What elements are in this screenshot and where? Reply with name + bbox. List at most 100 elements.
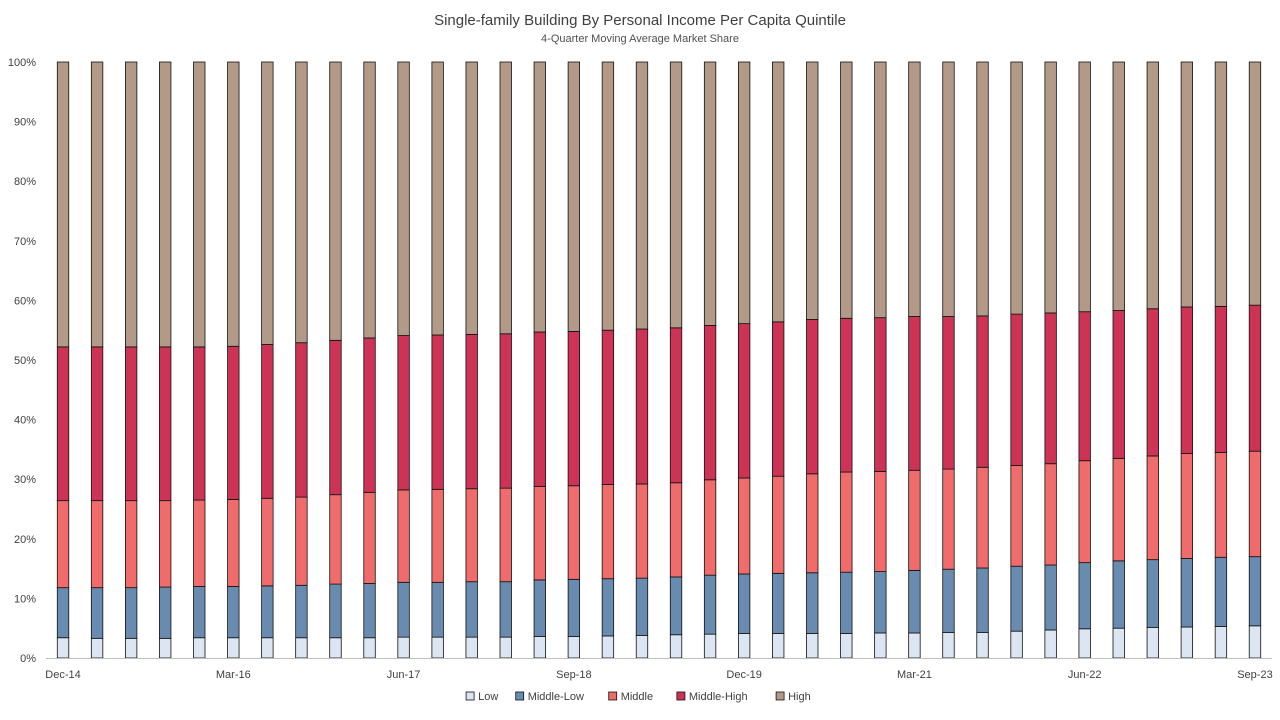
bar-segment (669, 327, 683, 484)
y-tick-label: 60% (14, 295, 36, 307)
bar-segment (159, 500, 172, 588)
bar-segment (942, 568, 955, 633)
bar-segment (567, 330, 581, 487)
bar-segment (499, 581, 512, 638)
legend-swatch (775, 691, 785, 701)
bar-segment (329, 61, 342, 341)
bar-segment (874, 317, 887, 472)
bar-stack (635, 61, 649, 659)
x-tick-label: Mar-21 (897, 669, 932, 681)
bar-segment (465, 636, 478, 659)
bar-segment (1044, 463, 1057, 566)
bar-segment (806, 319, 819, 475)
bar-stack (908, 61, 921, 659)
bar-segment (227, 345, 240, 500)
bar-segment (261, 637, 274, 659)
bar-segment (806, 633, 819, 659)
bar-segment (1078, 562, 1091, 630)
bar-segment (772, 572, 785, 634)
bar-stack (942, 61, 955, 659)
bar-segment (363, 491, 376, 584)
bar-segment (1078, 311, 1091, 462)
bar-segment (1044, 312, 1057, 465)
legend-label: Low (478, 691, 498, 703)
bar-segment (635, 483, 649, 579)
bar-segment (261, 585, 274, 639)
bar-segment (1180, 558, 1194, 628)
bar-segment (431, 61, 444, 336)
bar-segment (942, 631, 955, 659)
bar-segment (329, 583, 342, 639)
bar-segment (295, 584, 308, 639)
chart-title: Single-family Building By Personal Incom… (434, 12, 846, 29)
bar-stack (1146, 61, 1159, 659)
bar-segment (601, 635, 615, 659)
bar-segment (1146, 559, 1159, 628)
bar-segment (193, 637, 206, 659)
x-tick-label: Mar-16 (216, 669, 251, 681)
bar-segment (533, 636, 546, 659)
bar-segment (908, 469, 921, 571)
bar-segment (772, 321, 785, 477)
bar-segment (227, 61, 240, 347)
bar-segment (90, 500, 104, 589)
bar-segment (1112, 61, 1125, 311)
bar-stack (90, 61, 104, 659)
bar-stack (465, 61, 478, 659)
bar-segment (1146, 627, 1159, 659)
bar-segment (1044, 629, 1057, 659)
bar-segment (397, 581, 410, 638)
bar-segment (193, 586, 206, 639)
x-tick-label: Sep-23 (1237, 669, 1272, 681)
y-tick-label: 70% (14, 236, 36, 248)
bar-stack (56, 61, 70, 659)
bar-segment (431, 334, 444, 490)
bar-segment (772, 633, 785, 659)
bar-segment (329, 637, 342, 659)
bar-segment (840, 471, 853, 573)
y-axis: 0% 10% 20% 30% 40% 50% 60% 70% 80% 90% 100% (8, 57, 36, 665)
bar-segment (976, 315, 989, 468)
bar-segment (159, 586, 172, 639)
bar-segment (533, 61, 546, 333)
legend-swatch (676, 691, 686, 701)
bar-stack (669, 61, 683, 659)
bar-segment (737, 477, 751, 575)
bar-segment (329, 494, 342, 585)
bar-segment (1180, 453, 1194, 559)
bar-segment (465, 581, 478, 638)
bar-segment (193, 346, 206, 501)
bar-segment (295, 61, 308, 344)
bar-segment (703, 325, 717, 481)
bar-segment (635, 577, 649, 636)
bar-segment (703, 633, 717, 659)
bar-segment (56, 500, 70, 589)
bar-segment (976, 61, 989, 317)
bar-segment (363, 637, 376, 659)
bar-segment (976, 567, 989, 633)
x-tick-label: Jun-22 (1068, 669, 1102, 681)
bar-stack (533, 61, 546, 659)
bar-segment (942, 61, 955, 317)
bar-segment (56, 637, 70, 659)
bar-segment (942, 468, 955, 570)
bar-segment (1248, 625, 1262, 659)
bar-stack (772, 61, 785, 659)
bar-segment (669, 482, 683, 578)
y-tick-label: 100% (8, 57, 36, 69)
bar-segment (1214, 556, 1228, 627)
bar-segment (227, 637, 240, 659)
bar-stack (1112, 61, 1125, 659)
x-tick-label: Sep-18 (556, 669, 591, 681)
bar-stack (499, 61, 512, 659)
bar-stack (737, 61, 751, 659)
bar-stack (840, 61, 853, 659)
bar-segment (295, 637, 308, 659)
bar-segment (874, 61, 887, 319)
bar-segment (908, 316, 921, 471)
bar-segment (261, 61, 274, 345)
bar-segment (840, 633, 853, 659)
chart-subtitle: 4-Quarter Moving Average Market Share (541, 33, 739, 45)
